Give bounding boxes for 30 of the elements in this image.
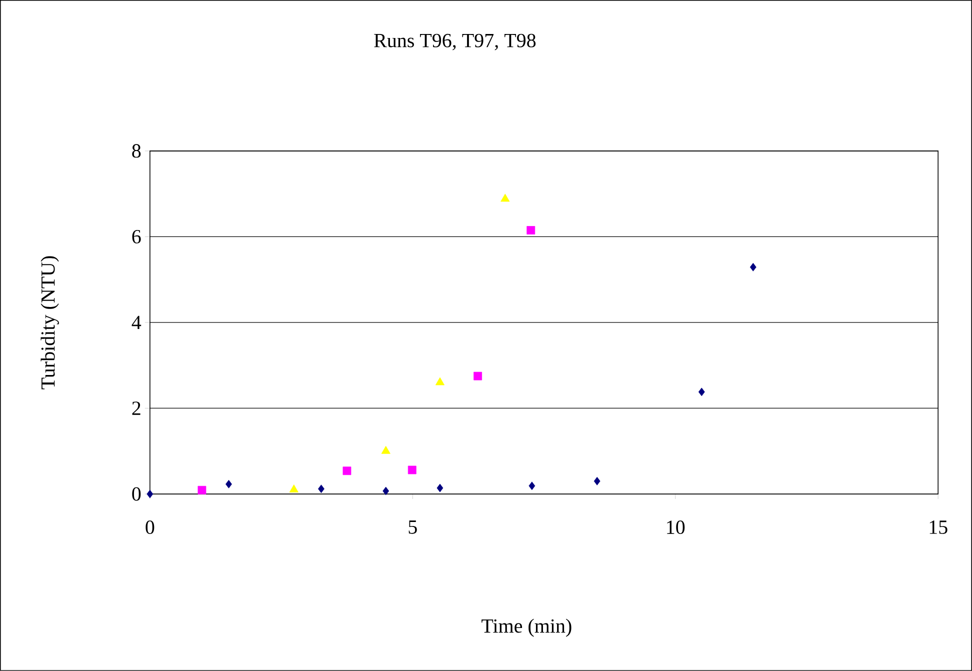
point [474, 372, 482, 380]
point [594, 476, 600, 486]
point [750, 262, 756, 272]
point [528, 482, 536, 490]
x-tick-label: 5 [408, 520, 417, 534]
y-tick-label: 8 [132, 144, 141, 158]
y-tick-label: 2 [132, 402, 140, 415]
chart-title: Runs T96, T97, T98 [374, 34, 536, 50]
y-axis-title: Turbidity (NTU) [40, 256, 59, 390]
y-tick-label: 4 [132, 316, 142, 330]
point [289, 484, 298, 492]
y-tick-label: 0 [132, 487, 141, 501]
point [342, 466, 352, 476]
point [226, 480, 232, 488]
point [698, 388, 705, 396]
x-tick-label: 15 [930, 520, 948, 534]
point [198, 486, 206, 494]
point [436, 484, 444, 492]
point [500, 194, 510, 202]
x-tick-label: 10 [667, 520, 685, 534]
point [435, 377, 445, 386]
point [526, 226, 536, 234]
x-tick-label: 0 [146, 520, 154, 534]
point [146, 490, 154, 498]
point [318, 484, 324, 494]
point [408, 466, 416, 474]
point [381, 446, 390, 454]
x-axis-title: Time (min) [482, 618, 572, 637]
point [382, 486, 390, 496]
y-tick-label: 6 [132, 230, 141, 244]
